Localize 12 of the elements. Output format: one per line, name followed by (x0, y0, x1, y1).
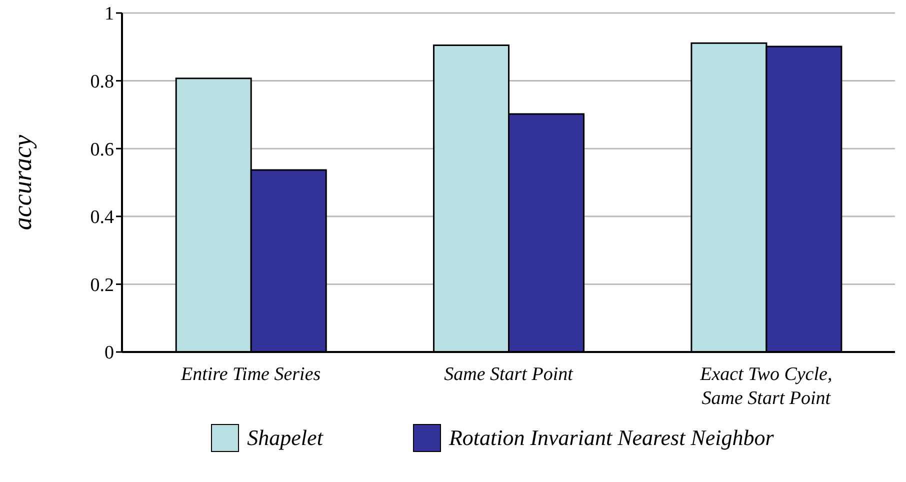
legend-label: Shapelet (247, 425, 323, 451)
legend-label: Rotation Invariant Nearest Neighbor (448, 425, 774, 451)
y-tick-label: 0.8 (90, 72, 114, 93)
x-tick-label: Entire Time Series (180, 364, 321, 385)
y-tick-label: 0.2 (90, 274, 114, 296)
y-tick-label: 0 (104, 342, 114, 364)
x-tick-label: Same Start Point (444, 364, 574, 385)
y-axis-title: accuracy (8, 134, 38, 230)
x-tick-label: Exact Two Cycle, Same Start Point (699, 364, 832, 409)
y-tick-label: 0.6 (90, 139, 114, 160)
y-tick-label: 0.4 (90, 207, 114, 228)
y-tick-label: 1 (104, 4, 114, 25)
